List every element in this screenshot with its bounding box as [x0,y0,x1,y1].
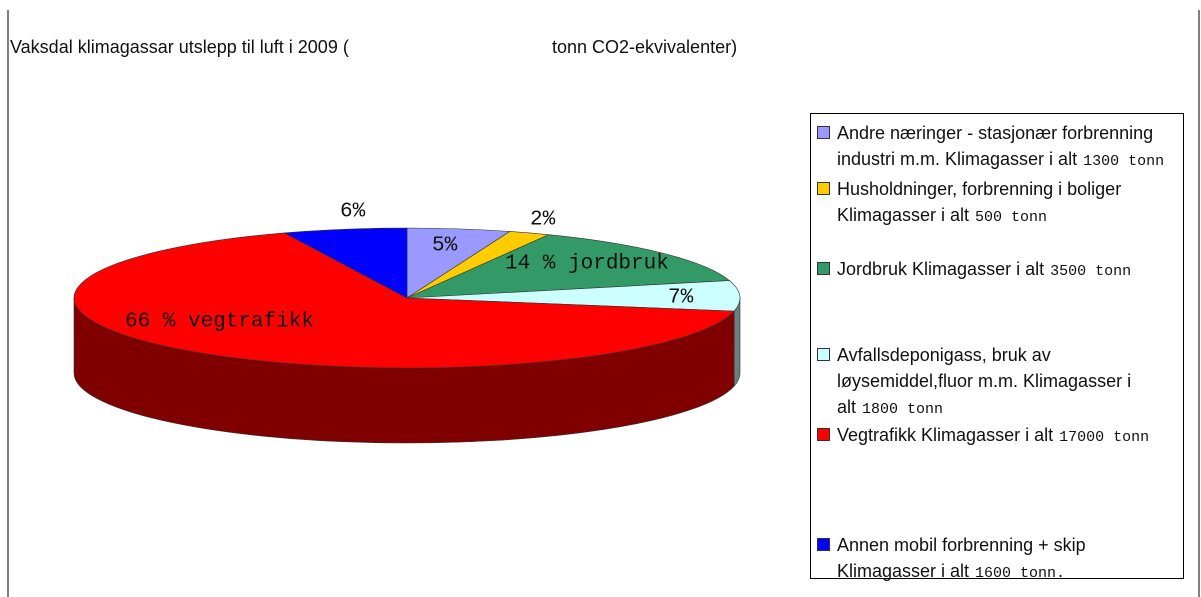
legend-entry: Vegtrafikk Klimagasser i alt 17000 tonn [817,422,1179,451]
data-label: 14 % jordbruk [505,253,669,276]
data-label: 5% [432,235,458,258]
chart-title: tonn CO2-ekvivalenter) [552,37,737,57]
legend-label: Andre næringer - stasjonær forbrenning i… [837,123,1154,169]
legend-swatch [817,348,830,361]
slice-side [733,297,741,387]
legend-amount: 1800 tonn [862,401,944,418]
data-label: 2% [530,209,556,232]
legend-swatch [817,126,830,139]
legend: Andre næringer - stasjonær forbrenning i… [810,113,1184,582]
legend-entry: Avfallsdeponigass, bruk av løysemiddel,f… [817,342,1179,423]
legend-entry: Andre næringer - stasjonær forbrenning i… [817,120,1179,175]
slice [73,232,735,369]
legend-amount: 1300 tonn [1083,153,1165,170]
slice [283,227,408,299]
legend-label: Avfallsdeponigass, bruk av løysemiddel,f… [837,345,1132,417]
legend-entry: Husholdninger, forbrenning i boliger Kli… [817,176,1179,231]
legend-swatch [817,262,830,275]
chart-title: Vaksdal klimagassar utslepp til luft i 2… [10,37,349,57]
legend-entry: Jordbruk Klimagasser i alt 3500 tonn [817,256,1179,285]
data-label: 66 % vegtrafikk [125,311,314,334]
data-label: 7% [668,287,694,310]
slice [406,280,741,312]
legend-label: Husholdninger, forbrenning i boliger Kli… [837,179,1122,225]
legend-text: Annen mobil forbrenning + skip Klimagass… [837,532,1179,587]
legend-text: Avfallsdeponigass, bruk av løysemiddel,f… [837,342,1179,423]
legend-text: Jordbruk Klimagasser i alt 3500 tonn [837,256,1179,285]
legend-label: Annen mobil forbrenning + skip Klimagass… [837,535,1086,581]
legend-amount: 1600 tonn. [975,565,1066,582]
legend-label: Jordbruk Klimagasser i alt [837,259,1045,279]
legend-amount: 3500 tonn [1050,263,1132,280]
legend-text: Andre næringer - stasjonær forbrenning i… [837,120,1179,175]
legend-text: Vegtrafikk Klimagasser i alt 17000 tonn [837,422,1179,451]
legend-entry: Annen mobil forbrenning + skip Klimagass… [817,532,1179,587]
legend-amount: 500 tonn [975,209,1048,226]
legend-text: Husholdninger, forbrenning i boliger Kli… [837,176,1179,231]
slice [406,234,731,299]
legend-amount: 17000 tonn [1059,429,1150,446]
legend-label: Vegtrafikk Klimagasser i alt [837,425,1054,445]
data-label: 6% [340,201,366,224]
legend-swatch [817,182,830,195]
legend-swatch [817,538,830,551]
legend-swatch [817,428,830,441]
